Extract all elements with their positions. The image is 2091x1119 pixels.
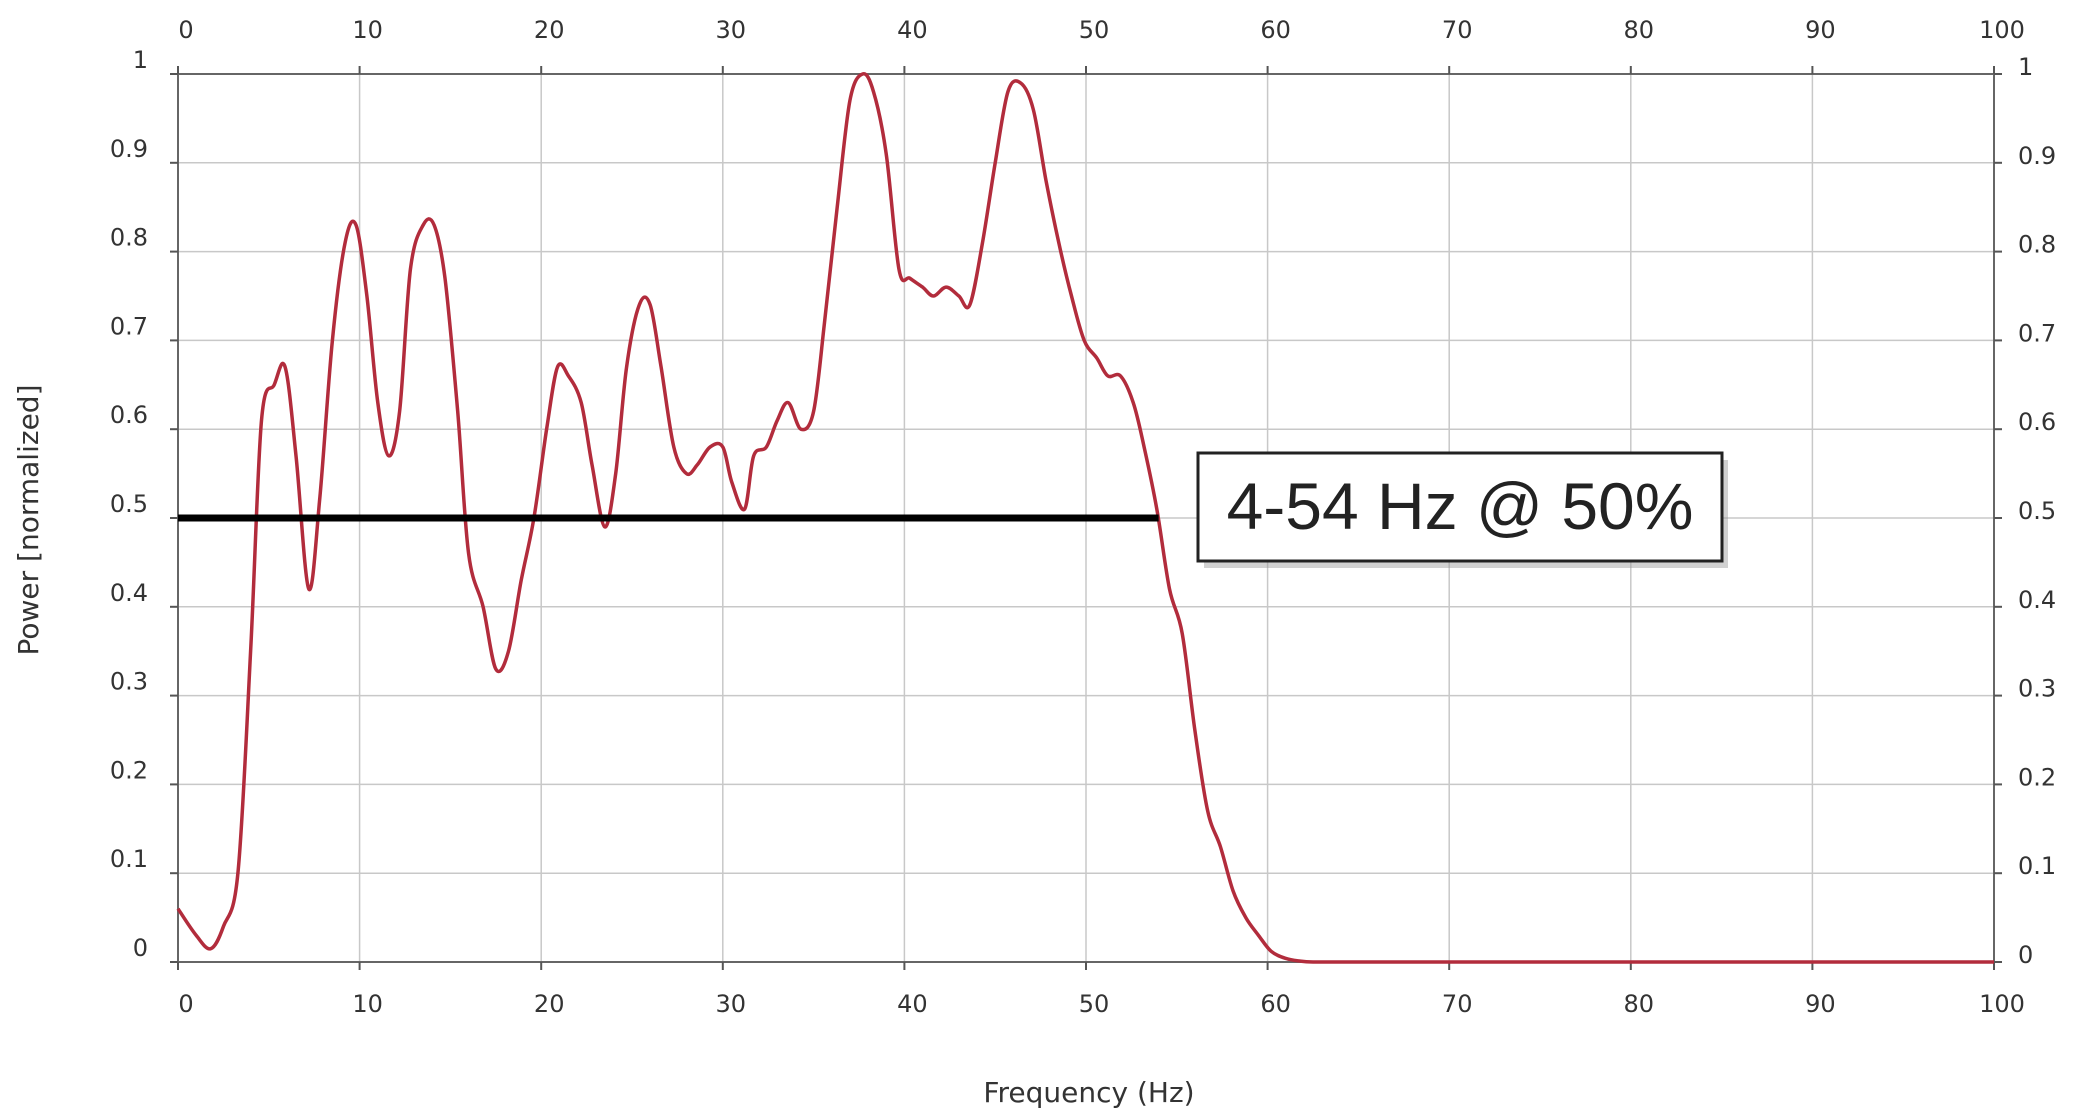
tick-marks (170, 66, 2002, 970)
y-tick-label-right: 1 (2018, 53, 2033, 81)
y-tick-label-right: 0.9 (2018, 142, 2056, 170)
x-tick-label-top: 100 (1979, 16, 2025, 44)
x-tick-label: 0 (178, 990, 193, 1018)
y-tick-label-right: 0.4 (2018, 586, 2056, 614)
y-tick-label: 0.6 (110, 401, 148, 429)
y-tick-label: 0.1 (110, 845, 148, 873)
x-tick-label-top: 0 (178, 16, 193, 44)
x-tick-label-top: 80 (1624, 16, 1655, 44)
y-tick-label-right: 0.6 (2018, 408, 2056, 436)
y-tick-label: 0.7 (110, 312, 148, 340)
y-tick-label-right: 0.1 (2018, 852, 2056, 880)
y-tick-label: 0.5 (110, 490, 148, 518)
y-tick-label-right: 0.7 (2018, 319, 2056, 347)
x-tick-label: 10 (352, 990, 383, 1018)
x-tick-label-top: 20 (534, 16, 565, 44)
x-tick-label: 100 (1979, 990, 2025, 1018)
y-tick-label: 0.2 (110, 756, 148, 784)
y-tick-label: 0 (133, 934, 148, 962)
x-tick-label: 50 (1079, 990, 1110, 1018)
y-tick-label-right: 0.3 (2018, 675, 2056, 703)
x-tick-label-top: 60 (1260, 16, 1291, 44)
power-series-line (176, 72, 1994, 964)
y-tick-label-right: 0 (2018, 941, 2033, 969)
x-tick-label: 60 (1260, 990, 1291, 1018)
tick-labels: 0010102020303040405050606070708080909010… (110, 16, 2056, 1018)
x-tick-label-top: 10 (352, 16, 383, 44)
y-tick-label: 1 (133, 46, 148, 74)
y-tick-label-right: 0.2 (2018, 763, 2056, 791)
y-tick-label-right: 0.5 (2018, 497, 2056, 525)
y-tick-label: 0.4 (110, 579, 148, 607)
y-tick-label: 0.8 (110, 224, 148, 252)
x-tick-label-top: 50 (1079, 16, 1110, 44)
annotation-text: 4-54 Hz @ 50% (1227, 469, 1694, 543)
x-tick-label-top: 40 (897, 16, 928, 44)
x-tick-label: 30 (716, 990, 747, 1018)
y-tick-label: 0.9 (110, 135, 148, 163)
x-tick-label: 80 (1624, 990, 1655, 1018)
y-axis-title: Power [normalized] (12, 385, 45, 656)
x-tick-label: 20 (534, 990, 565, 1018)
x-axis-title: Frequency (Hz) (983, 1076, 1194, 1109)
x-tick-label-top: 70 (1442, 16, 1473, 44)
annotation-box: 4-54 Hz @ 50% (1196, 451, 1728, 568)
y-tick-label: 0.3 (110, 668, 148, 696)
y-tick-label-right: 0.8 (2018, 231, 2056, 259)
x-tick-label: 70 (1442, 990, 1473, 1018)
x-tick-label-top: 30 (716, 16, 747, 44)
x-tick-label-top: 90 (1805, 16, 1836, 44)
x-tick-label: 40 (897, 990, 928, 1018)
x-tick-label: 90 (1805, 990, 1836, 1018)
